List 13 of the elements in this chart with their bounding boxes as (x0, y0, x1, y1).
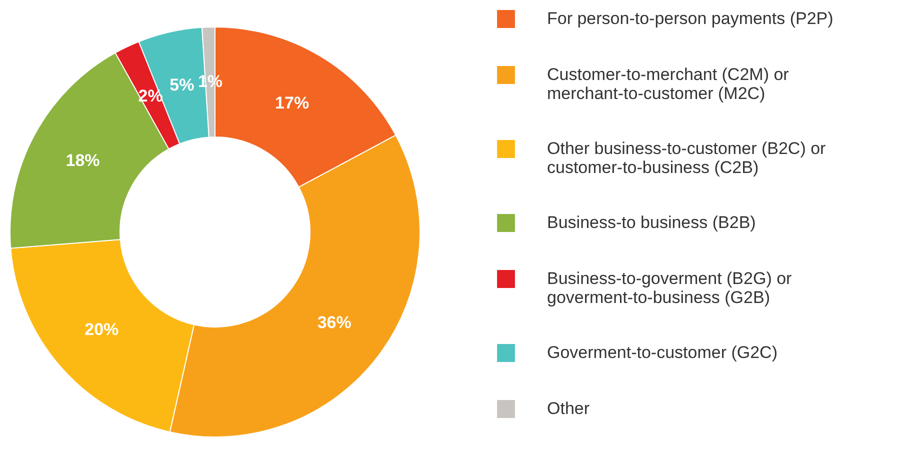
data-label: 1% (198, 72, 223, 92)
legend-label: Goverment-to-customer (G2C) (547, 343, 778, 362)
legend-label: For person-to-person payments (P2P) (547, 9, 834, 28)
data-label: 5% (170, 76, 194, 95)
legend-label: Customer-to-merchant (C2M) or merchant-to-customer (M2C) (547, 65, 790, 103)
data-label: 20% (84, 320, 119, 340)
legend-label: Other business-to-customer (B2C) or customer-to-business (C2B) (547, 139, 826, 177)
data-label: 17% (275, 93, 310, 112)
data-label: 18% (66, 151, 100, 170)
legend-label: Other (547, 399, 590, 418)
data-label: 36% (317, 312, 352, 332)
legend-label: Business-to business (B2B) (547, 213, 756, 232)
legend-label: Business-to-goverment (B2G) or goverment-to-business (G2B) (547, 269, 792, 307)
